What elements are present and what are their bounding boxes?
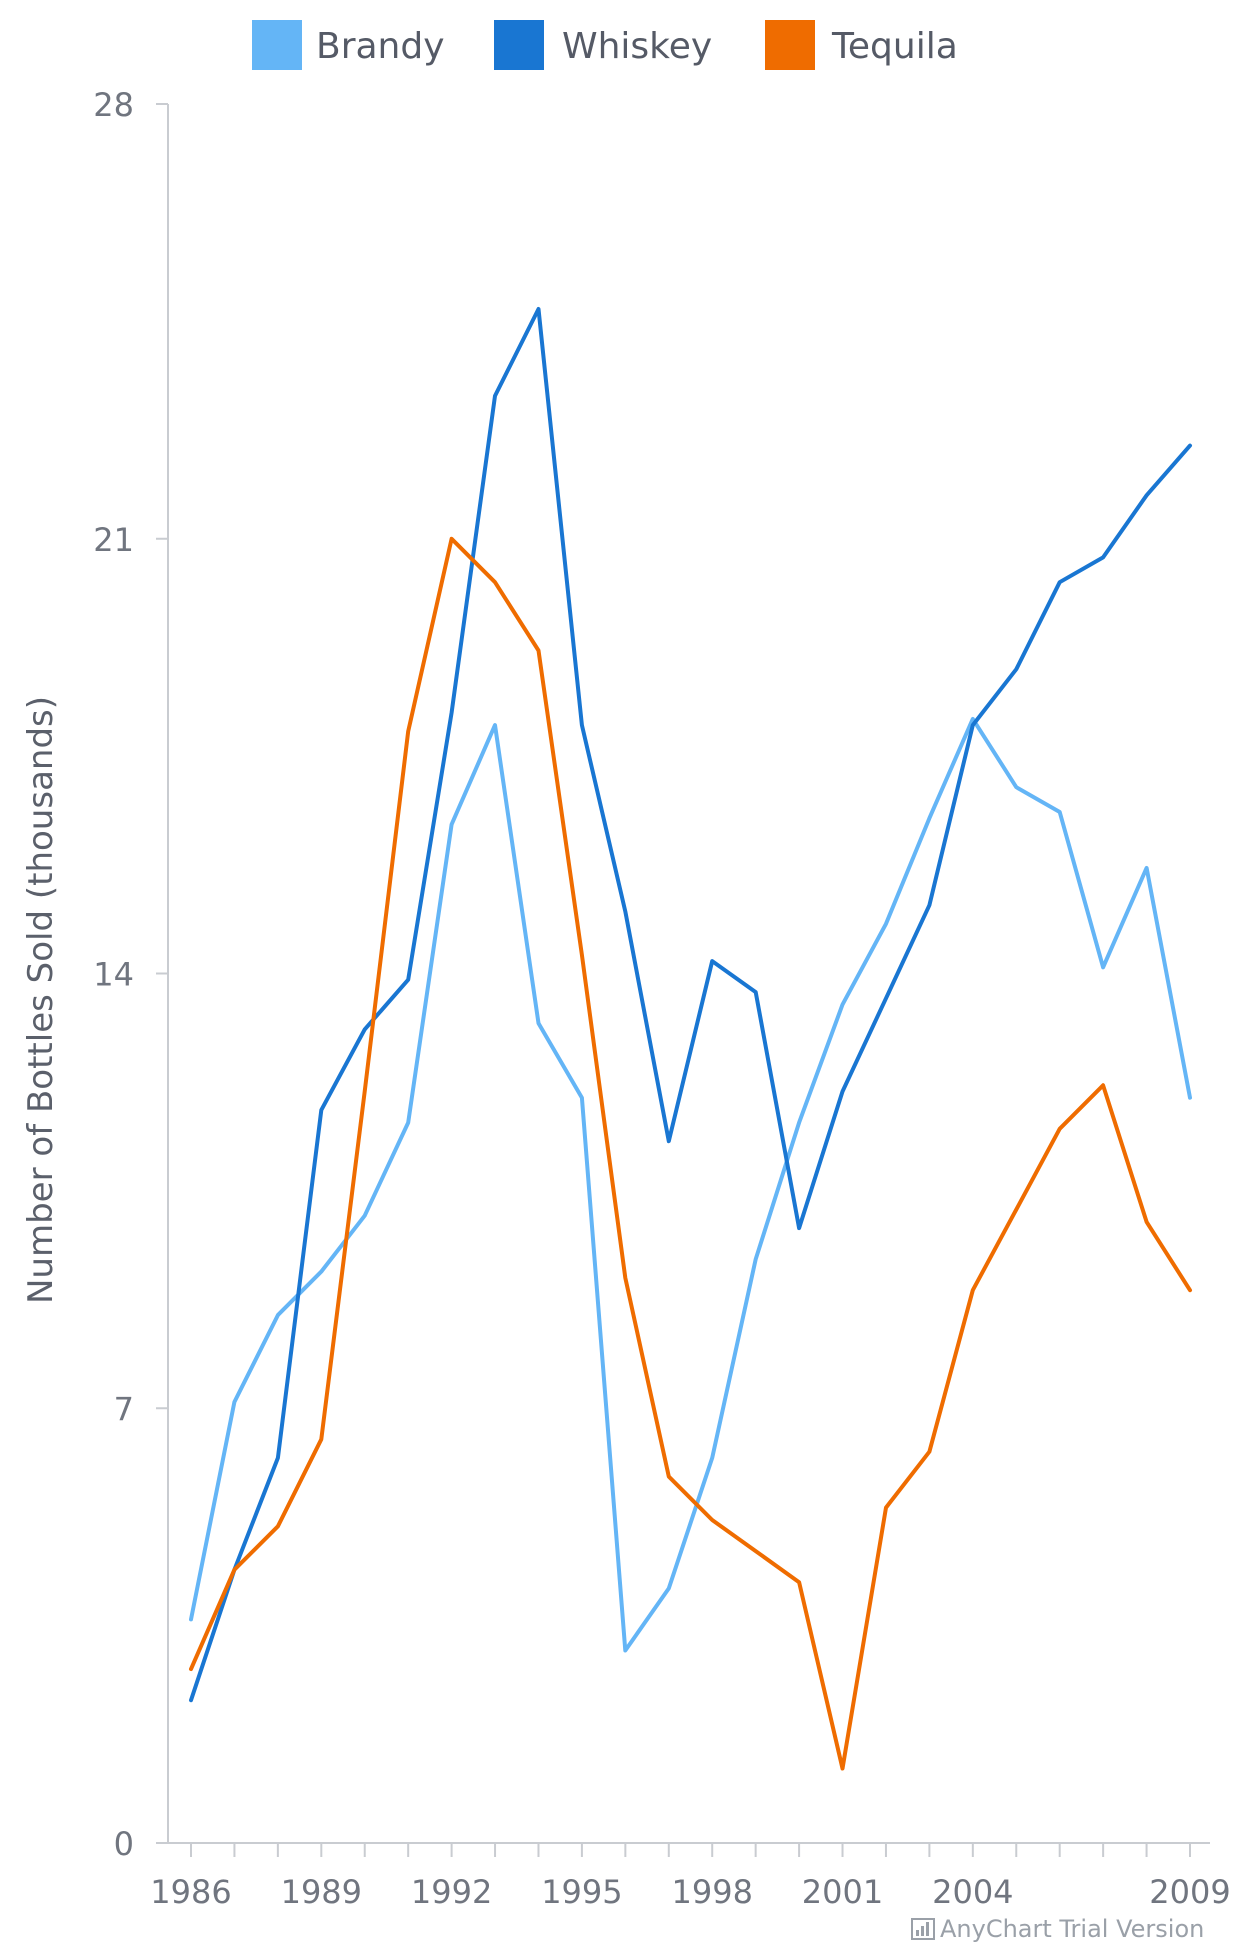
legend: Brandy Whiskey Tequila (252, 20, 958, 70)
y-axis-title: Number of Bottles Sold (thousands) (21, 696, 61, 1304)
chart-bars-icon (911, 1918, 935, 1940)
y-tick-label: 14 (93, 956, 134, 994)
y-axis-ticks: 0 7 14 21 28 (93, 86, 168, 1863)
legend-item-whiskey[interactable]: Whiskey (494, 20, 712, 70)
credits[interactable]: AnyChart Trial Version (911, 1915, 1204, 1943)
legend-item-tequila[interactable]: Tequila (765, 20, 958, 70)
credits-text: AnyChart Trial Version (940, 1915, 1204, 1943)
legend-label-tequila: Tequila (831, 26, 958, 67)
legend-label-brandy: Brandy (316, 26, 445, 67)
series-line-brandy[interactable] (189, 716, 1192, 1653)
y-tick-label: 21 (93, 521, 134, 559)
y-tick-label: 7 (114, 1390, 134, 1428)
legend-item-brandy[interactable]: Brandy (252, 20, 445, 70)
x-tick-label: 1995 (541, 1873, 622, 1911)
x-tick-label: 1989 (281, 1873, 362, 1911)
x-tick-label: 2001 (802, 1873, 883, 1911)
legend-swatch-tequila (765, 20, 815, 70)
series-line-tequila[interactable] (189, 536, 1192, 1771)
x-tick-label: 2009 (1149, 1873, 1230, 1911)
legend-swatch-whiskey (494, 20, 544, 70)
y-tick-label: 28 (93, 86, 134, 124)
series-layer (189, 307, 1192, 1771)
x-axis-ticks: 1986 1989 1992 1995 1998 2001 2004 2009 (150, 1843, 1231, 1911)
x-tick-label: 1986 (150, 1873, 231, 1911)
series-line-whiskey[interactable] (189, 307, 1192, 1703)
legend-swatch-brandy (252, 20, 302, 70)
legend-label-whiskey: Whiskey (562, 26, 712, 67)
y-tick-label: 0 (114, 1825, 134, 1863)
x-tick-label: 1998 (671, 1873, 752, 1911)
x-tick-label: 1992 (411, 1873, 492, 1911)
x-tick-label: 2004 (932, 1873, 1013, 1911)
